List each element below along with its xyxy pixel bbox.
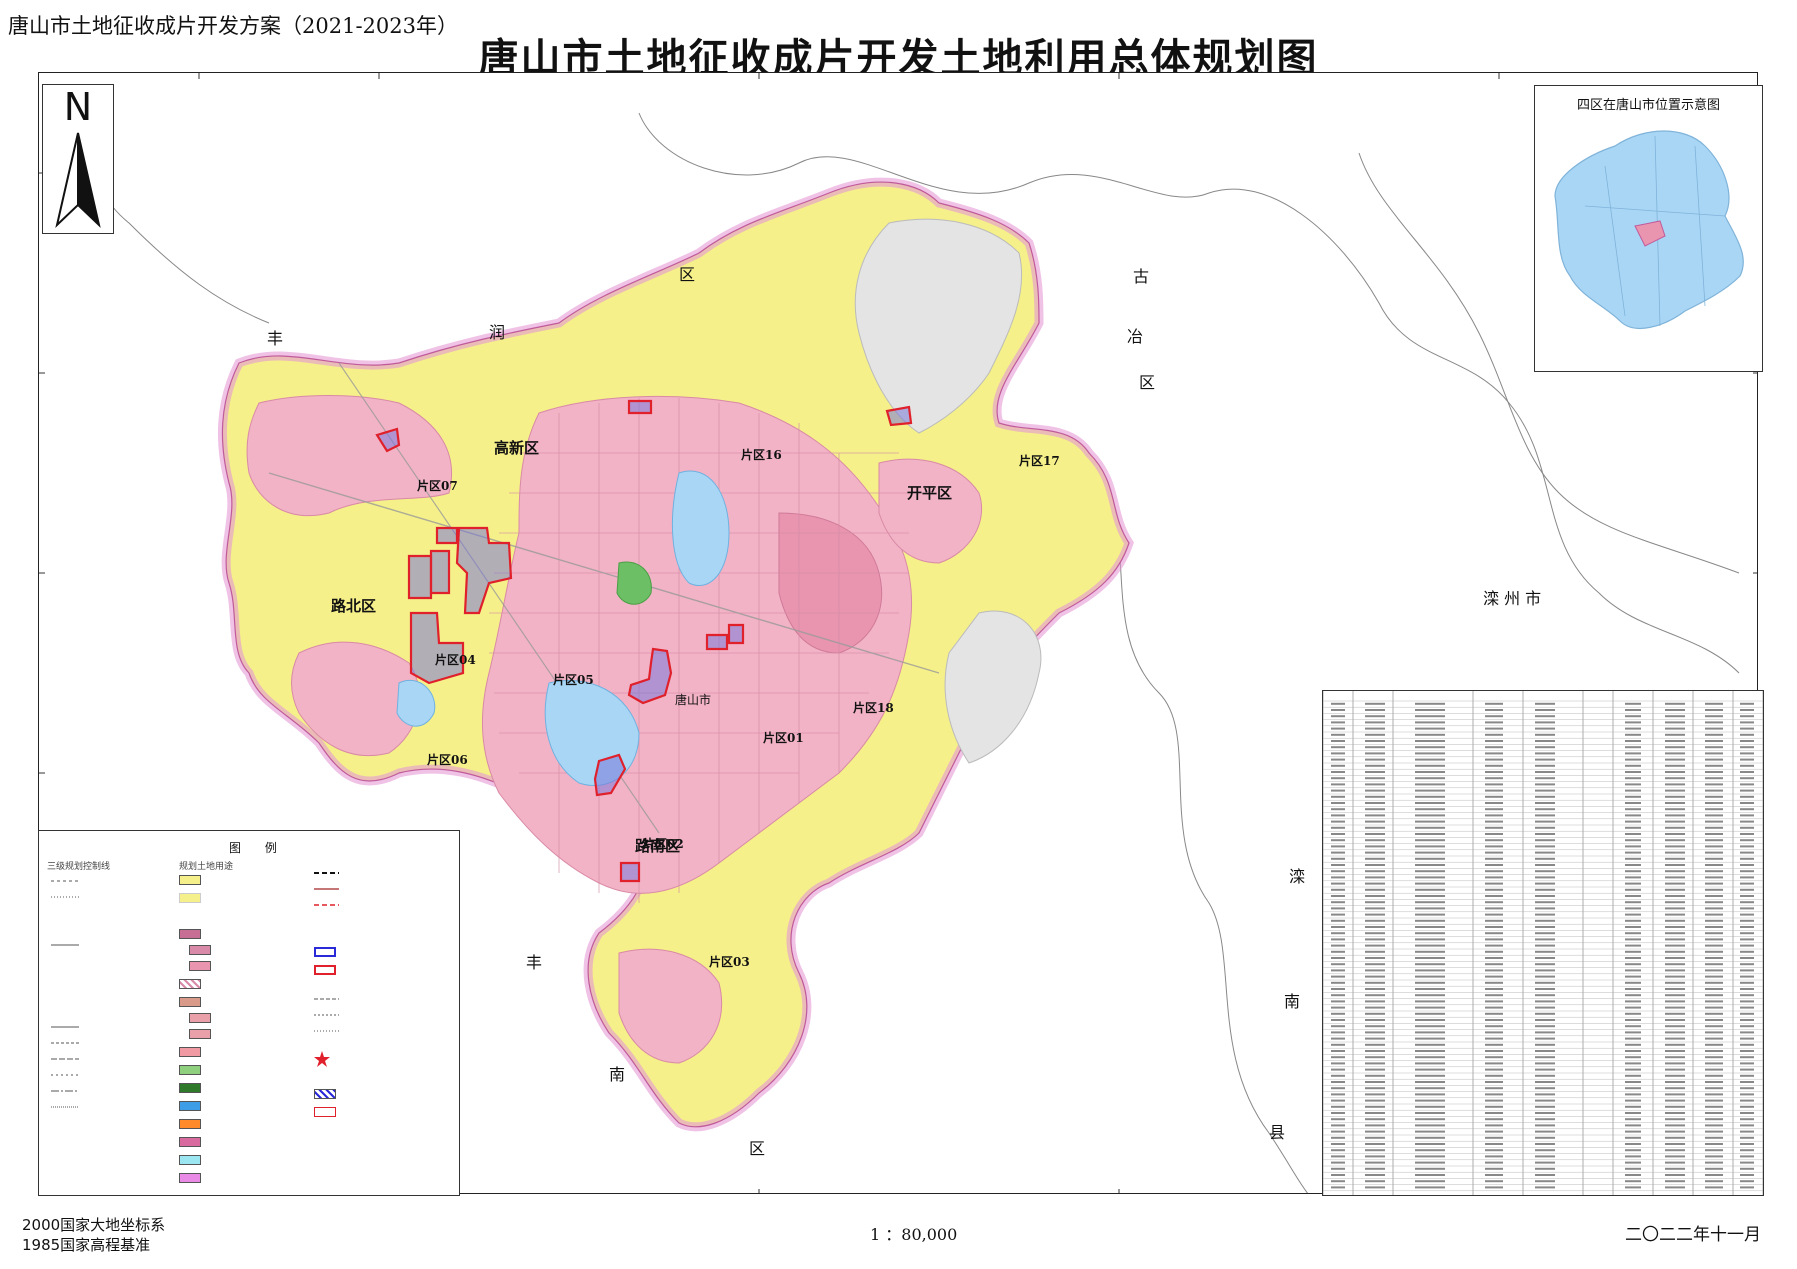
- legend-swatch: [179, 1137, 201, 1147]
- coordinate-info: 2000国家大地坐标系 1985国家高程基准: [22, 1215, 165, 1255]
- legend-swatch: [179, 1155, 201, 1165]
- zone-05b-shape: [435, 526, 459, 545]
- zone-04b-shape: [429, 549, 451, 595]
- neighbor-boundary: [1358, 152, 1740, 574]
- inset-map-graphic: [1554, 130, 1744, 330]
- legend-section-header: 规划土地用途: [179, 862, 234, 872]
- north-arrow: N: [42, 84, 114, 234]
- zone-05-shape: [455, 526, 513, 615]
- district-lubei: 路北区: [331, 597, 377, 615]
- document-caption: 唐山市土地征收成片开发方案（2021-2023年）: [8, 14, 458, 38]
- legend-section-header: 三级规划控制线: [47, 862, 111, 872]
- urban-kaiping: [878, 458, 983, 564]
- industrial-area: [944, 610, 1042, 764]
- inset-map[interactable]: 四区在唐山市位置示意图: [1534, 85, 1763, 372]
- region-fengrun-char3: 丰: [267, 329, 284, 348]
- zone-label[interactable]: 片区16: [741, 448, 782, 462]
- development-zones: [375, 399, 913, 883]
- legend-swatch: [179, 1065, 201, 1075]
- zone-07-shape: [375, 427, 401, 453]
- north-label: N: [63, 85, 93, 129]
- water-body: [672, 470, 730, 586]
- legend-swatch: [179, 979, 201, 989]
- legend-swatch: [314, 1089, 336, 1099]
- region-fengnan-char2: 南: [609, 1065, 626, 1084]
- region-guye-char3: 区: [1139, 373, 1156, 392]
- legend: 图 例 三级规划控制线 规划土地用途: [38, 830, 460, 1196]
- legend-swatch: [189, 1029, 211, 1039]
- zone-18-shape: [705, 633, 729, 651]
- legend-swatch: [314, 947, 336, 957]
- zone-06-shape: [409, 611, 465, 685]
- elevation-datum: 1985国家高程基准: [22, 1236, 151, 1254]
- zone-label[interactable]: 片区05: [553, 673, 594, 687]
- legend-swatch: [179, 997, 201, 1007]
- zone-18b-shape: [727, 623, 745, 645]
- legend-capital-star-icon: [314, 1051, 330, 1067]
- zone-label[interactable]: 片区01: [763, 731, 804, 745]
- legend-swatch: [179, 929, 201, 939]
- legend-line-symbols: [51, 872, 339, 1108]
- city-label: 唐山市: [675, 693, 712, 707]
- legend-swatch: [314, 1107, 336, 1117]
- district-gaoxin: 高新区: [494, 439, 540, 457]
- legend-title: 图 例: [229, 841, 287, 855]
- region-fengrun-char1: 区: [679, 265, 696, 284]
- map-date: 二〇二二年十一月: [1625, 1225, 1761, 1245]
- neighbor-boundary: [1098, 472, 1309, 1193]
- zone-04-shape: [407, 554, 433, 600]
- region-luannan-char3: 县: [1269, 1123, 1286, 1142]
- urban-south: [618, 948, 723, 1064]
- zone-01-shape: [627, 647, 673, 705]
- neighbor-boundary: [638, 112, 1740, 674]
- attribute-table-grid: [1323, 691, 1763, 1195]
- zone-label[interactable]: 片区02: [643, 837, 684, 851]
- region-fengnan-char1: 丰: [526, 953, 543, 972]
- region-fengrun-char2: 润: [489, 323, 506, 342]
- region-luanzhou: 滦 州 市: [1483, 589, 1542, 608]
- legend-swatch: [179, 893, 201, 903]
- zone-label[interactable]: 片区07: [417, 479, 458, 493]
- legend-swatch: [179, 1083, 201, 1093]
- zone-17-shape: [885, 405, 913, 427]
- zone-label[interactable]: 片区18: [853, 701, 894, 715]
- land-use-map[interactable]: [39, 73, 1758, 1194]
- map-scale: 1 ：80,000: [870, 1225, 958, 1244]
- urban-band: [778, 512, 883, 654]
- legend-swatch: [189, 961, 211, 971]
- legend-swatch: [179, 875, 201, 885]
- region-fengnan-char3: 区: [749, 1139, 766, 1158]
- zone-02-shape: [593, 753, 627, 797]
- zone-label[interactable]: 片区04: [435, 653, 476, 667]
- zone-label[interactable]: 片区06: [427, 753, 468, 767]
- zone-03-shape: [619, 861, 641, 883]
- coord-system: 2000国家大地坐标系: [22, 1216, 166, 1234]
- inset-title: 四区在唐山市位置示意图: [1576, 98, 1720, 113]
- district-lunan: 路南区: [635, 837, 681, 855]
- region-guye-char2: 冶: [1127, 327, 1144, 346]
- legend-swatch: [189, 1013, 211, 1023]
- legend-swatch: [189, 945, 211, 955]
- urban-west: [246, 395, 453, 517]
- legend-swatch: [314, 965, 336, 975]
- district-kaiping: 开平区: [907, 484, 953, 502]
- urban-southwest: [291, 641, 420, 757]
- legend-swatch: [179, 1101, 201, 1111]
- district-boundary: [221, 181, 1130, 1128]
- zone-label[interactable]: 片区03: [709, 955, 750, 969]
- region-luannan-char2: 南: [1284, 992, 1301, 1011]
- legend-swatch: [179, 1173, 201, 1183]
- zone-16-shape: [627, 399, 653, 415]
- industrial-area: [854, 218, 1023, 434]
- attribute-table[interactable]: [1322, 690, 1764, 1196]
- legend-swatch: [179, 1047, 201, 1057]
- north-arrow-icon: [55, 132, 101, 229]
- legend-swatch: [179, 1119, 201, 1129]
- zone-label[interactable]: 片区17: [1019, 454, 1060, 468]
- green-space: [616, 561, 652, 605]
- water-body: [396, 679, 436, 727]
- region-luannan-char1: 滦: [1289, 867, 1306, 886]
- region-guye-char1: 古: [1133, 267, 1150, 286]
